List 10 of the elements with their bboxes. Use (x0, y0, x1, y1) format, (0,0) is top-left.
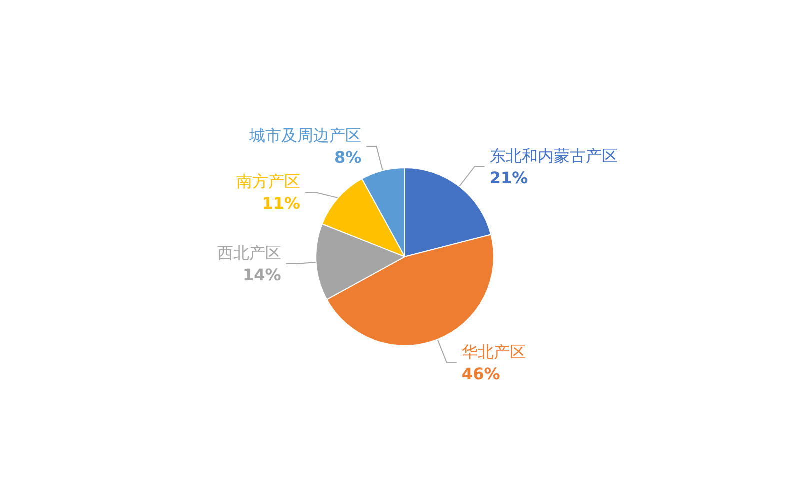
slice-label: 西北产区 (217, 244, 282, 263)
data-label: 21% (490, 168, 528, 188)
data-label: 8% (334, 148, 362, 168)
slice-label: 华北产区 (462, 342, 526, 362)
data-label: 14% (243, 266, 282, 285)
data-label: 46% (462, 364, 500, 384)
data-label: 11% (262, 194, 300, 214)
slice-label: 城市及周边产区 (248, 126, 362, 146)
slice-label: 东北和内蒙古产区 (490, 146, 618, 166)
slice-label: 南方产区 (236, 172, 300, 192)
